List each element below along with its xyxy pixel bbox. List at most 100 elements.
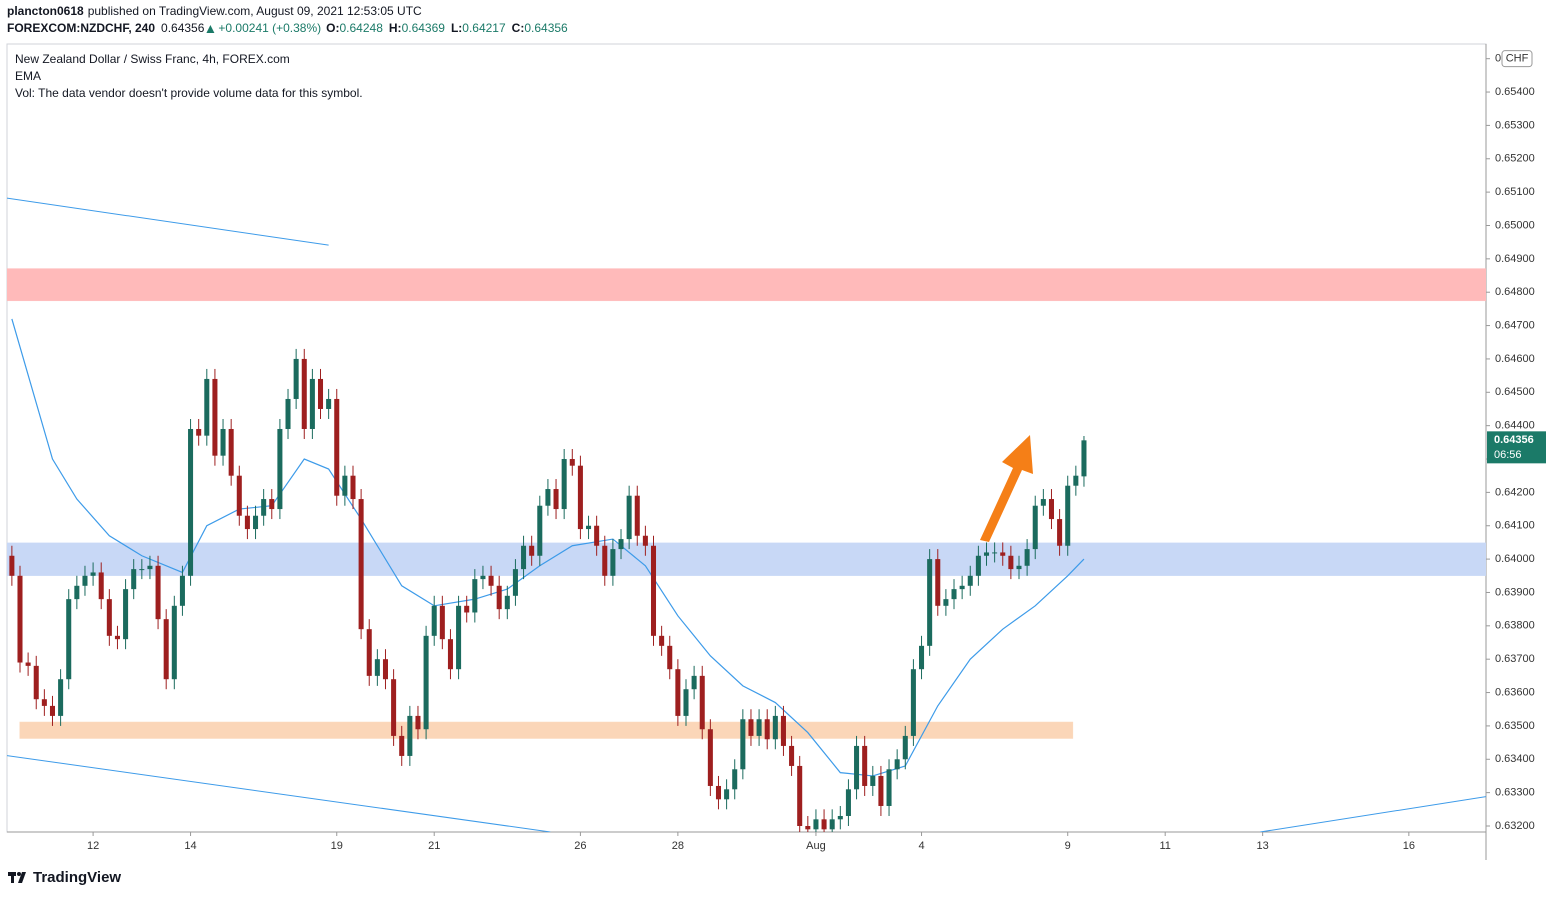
y-tick-label: 0.64000 [1495,553,1535,565]
candle-body [602,545,608,576]
candle-body [569,459,575,466]
candle-body [391,679,397,736]
candle-body [975,555,981,576]
candle-body [423,635,429,730]
candle-body [561,459,567,510]
candle-body [244,515,250,530]
candle-body [431,605,437,636]
y-tick-label: 0.64900 [1495,253,1535,265]
zone [7,268,1486,302]
candle-body [285,398,291,429]
candle-body [919,645,925,670]
countdown: 06:56 [1494,449,1522,461]
candle-body [439,605,445,640]
x-tick-label: 11 [1159,840,1170,852]
ohlc-label: L: [451,21,462,35]
symbol: FOREXCOM:NZDCHF, 240 [7,21,155,35]
candle-body [41,699,47,706]
candle-body [504,595,510,610]
candle-body [862,745,868,786]
candle-body [724,789,730,800]
candle-body [1048,499,1054,520]
ohlc-label: C: [512,21,525,35]
y-tick-label: 0.65000 [1495,219,1535,231]
logo [8,872,26,883]
published: published on TradingView.com, August 09,… [88,4,422,18]
candle-body [33,665,39,700]
candle-body [577,465,583,530]
candle-body [326,398,332,409]
candle-body [496,585,502,610]
candle-body [740,719,746,770]
candle-body [983,552,990,556]
candle-body [780,715,786,746]
candle-body [106,599,112,636]
candle-body [1040,499,1046,506]
y-tick-label: 0.63800 [1495,620,1535,632]
currency-badge [1501,50,1533,68]
y-tick-label: 0.63500 [1495,720,1535,732]
logo-slash [18,872,26,883]
y-tick-label: 0.64500 [1495,386,1535,398]
candle-body [992,552,998,554]
y-tick-label: 0.63400 [1495,753,1535,765]
candle-body [374,659,380,676]
trend-line [1260,796,1486,832]
candle-body [204,378,210,436]
candle-body [261,499,267,516]
candle-body [1057,519,1063,546]
candle-body [17,575,23,663]
ema-line [11,318,1085,777]
x-tick-label: 28 [672,840,684,852]
trend-line [7,755,551,832]
candle-body [1065,485,1071,546]
candle-body [886,769,892,806]
x-tick-label: 9 [1065,840,1071,852]
candle-body [277,428,283,510]
candle-body [1032,505,1038,550]
candle-body [171,605,177,680]
candle-body [196,428,202,436]
candle-body [472,579,478,613]
y-tick-label: 0.65400 [1495,86,1535,98]
candle-body [25,662,31,666]
candle-body [456,605,462,670]
ohlc-value: 0.64217 [462,21,506,35]
candle-body [845,789,851,816]
legend-volume: Vol: The data vendor doesn't provide vol… [15,86,363,100]
ohlc-value: 0.64248 [340,21,384,35]
candle-body [748,719,754,736]
candle-body [488,575,494,586]
candle-body [131,569,137,590]
last-price-label: 0.64356 [1494,434,1534,446]
candle-body [220,428,226,456]
x-tick-label: 26 [574,840,586,852]
candle-body [98,572,104,600]
candle-body [1008,555,1014,570]
candle-body [902,735,908,760]
candle-body [512,569,518,596]
candle-body [610,549,616,576]
candle-body [943,599,949,606]
candle-body [878,775,884,806]
candle-body [58,679,64,716]
candle-body [854,745,860,790]
last-price-tag [1487,431,1546,464]
candle-body [342,475,348,496]
candle-body [66,599,72,680]
y-tick-label: 0.64700 [1495,319,1535,331]
y-tick-label: 0.63300 [1495,787,1535,799]
legend-title: New Zealand Dollar / Swiss Franc, 4h, FO… [15,52,290,66]
zone [7,542,1486,576]
candle-body [9,555,15,576]
symbol-line: FOREXCOM:NZDCHF, 240 0.64356 [7,21,205,35]
candle-body [464,605,470,613]
y-tick-label: 0.63600 [1495,686,1535,698]
candle-body [805,825,811,830]
candle-body [179,575,185,606]
logo-dot [17,872,21,876]
candle-body [894,759,900,770]
